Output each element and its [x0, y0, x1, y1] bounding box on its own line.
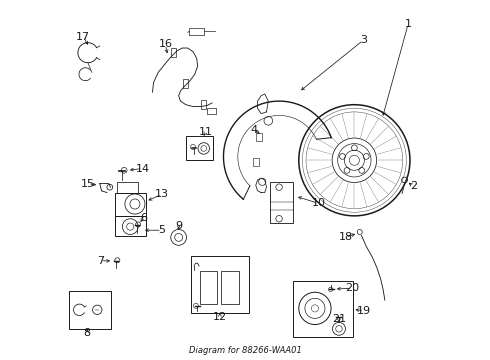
Bar	[190, 28, 204, 35]
Text: 10: 10	[312, 198, 325, 208]
Text: 12: 12	[213, 312, 227, 322]
Text: 21: 21	[332, 314, 346, 324]
Text: 4: 4	[250, 125, 258, 135]
Text: 7: 7	[97, 256, 104, 266]
Bar	[69, 291, 111, 329]
Text: 9: 9	[175, 221, 182, 230]
Bar	[207, 108, 216, 114]
Text: 13: 13	[155, 189, 169, 199]
Text: 1: 1	[405, 19, 412, 29]
Bar	[200, 271, 218, 304]
Bar	[253, 158, 259, 166]
Bar	[115, 216, 146, 235]
Bar	[270, 182, 294, 223]
Bar	[115, 193, 146, 216]
Text: 6: 6	[140, 213, 147, 222]
Bar	[191, 256, 248, 313]
Text: Diagram for 88266-WAA01: Diagram for 88266-WAA01	[189, 346, 301, 355]
Bar	[117, 182, 139, 193]
Text: 18: 18	[339, 232, 352, 242]
Bar	[220, 271, 239, 304]
Text: 19: 19	[357, 306, 371, 316]
Bar	[171, 48, 176, 57]
Text: 20: 20	[345, 283, 360, 293]
Bar	[183, 79, 188, 88]
Text: 8: 8	[84, 328, 91, 338]
Text: 11: 11	[198, 127, 213, 137]
Text: 17: 17	[76, 32, 90, 41]
Text: 16: 16	[158, 40, 172, 49]
Bar	[256, 133, 262, 141]
Text: 2: 2	[410, 181, 417, 192]
Bar	[186, 136, 213, 160]
Text: 14: 14	[136, 163, 150, 174]
Bar	[294, 282, 353, 337]
Text: 5: 5	[158, 225, 165, 235]
Text: 3: 3	[360, 35, 367, 45]
Bar	[201, 100, 206, 109]
Text: 15: 15	[81, 179, 95, 189]
